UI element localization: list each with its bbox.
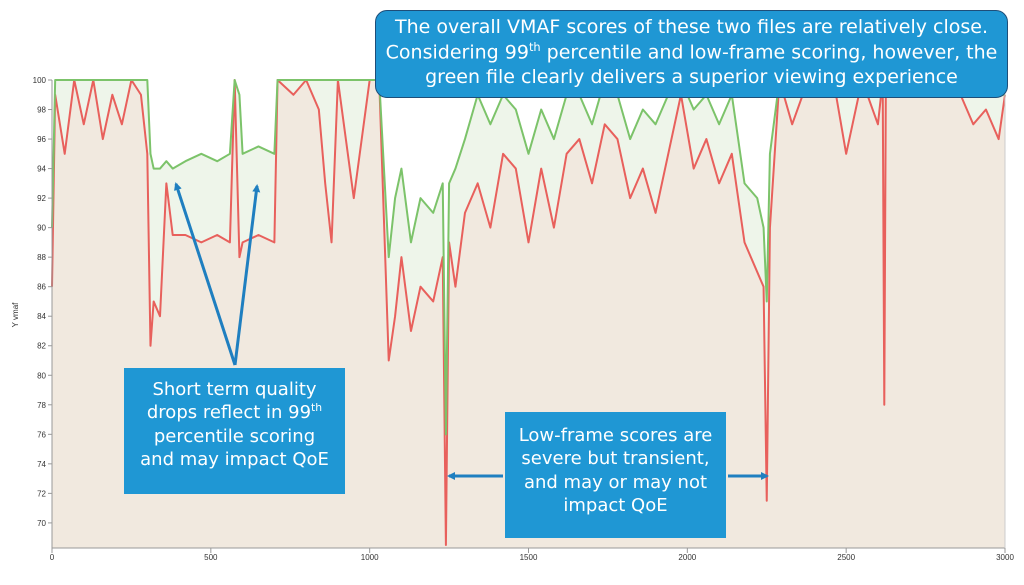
y-tick-label: 92 [37,194,46,203]
annotation-text: Low-frame scores are [518,425,713,446]
annotation-text: severe but transient, [521,448,710,470]
annotation-box: Short term quality drops reflect in 99th… [124,368,345,494]
y-tick-label: 86 [37,283,46,292]
annotation-text: th [311,401,323,415]
y-tick-label: 78 [37,401,46,410]
annotation-box: Low-frame scores are severe but transien… [505,412,726,538]
arrow [233,184,261,366]
x-tick-label: 2500 [837,553,855,562]
y-tick-label: 70 [37,519,46,528]
x-tick-label: 0 [50,553,55,562]
y-tick-label: 98 [37,106,46,115]
y-tick-label: 72 [37,489,46,498]
arrow [174,182,237,366]
y-tick-label: 100 [33,76,47,85]
annotation-text: Considering 99 [385,41,529,64]
y-tick-label: 76 [37,430,46,439]
y-tick-label: 94 [37,165,46,174]
x-tick-label: 500 [204,553,218,562]
annotation-box: The overall VMAF scores of these two fil… [375,10,1008,98]
annotation-text: and may impact QoE [140,449,329,471]
y-tick-label: 74 [37,460,46,469]
annotation-text: Short term quality [152,379,317,400]
y-tick-label: 80 [37,371,46,380]
y-axis-label: Y vmaf [11,302,20,328]
x-tick-label: 3000 [996,553,1014,562]
annotation-text: percentile scoring [153,425,316,447]
x-tick-label: 1500 [520,553,538,562]
y-tick-label: 90 [37,224,46,233]
x-tick-label: 2000 [678,553,696,562]
y-tick-label: 96 [37,135,46,144]
annotation-text: drops reflect in 99 [146,402,312,424]
annotation-text: impact QoE [563,495,668,517]
y-tick-label: 88 [37,253,46,262]
annotation-text: percentile and low-frame scoring, howeve… [540,41,998,64]
x-tick-label: 1000 [361,553,379,562]
annotation-text: The overall VMAF scores of these two fil… [395,16,988,38]
y-tick-label: 82 [37,342,46,351]
annotation-text: th [528,39,541,54]
annotation-text: and may or may not [523,471,708,493]
annotation-text: green file clearly delivers a superior v… [425,65,958,88]
y-tick-label: 84 [37,312,46,321]
